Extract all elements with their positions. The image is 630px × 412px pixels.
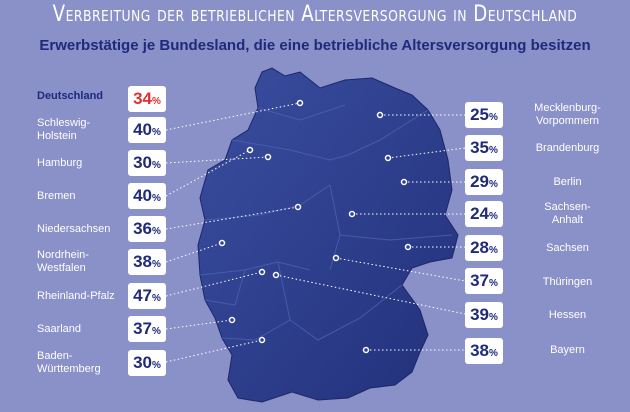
value-box-baden-wuerttemberg: 30% [128, 350, 166, 376]
value-box-thueringen: 37% [465, 268, 503, 294]
value-box-bayern: 38% [465, 338, 503, 364]
value-box-nordrhein-westfalen: 38% [128, 249, 166, 275]
germany-outline [197, 67, 459, 403]
value-box-deutschland: 34% [128, 86, 166, 112]
state-label-saarland: Saarland [37, 323, 82, 335]
value-box-sachsen-anhalt: 24% [465, 201, 503, 227]
state-label-bayern: Bayern [550, 344, 585, 356]
value-box-schleswig-holstein: 40% [128, 117, 166, 143]
value-box-hamburg: 30% [128, 150, 166, 176]
page-title: Verbreitung der betrieblichen Altersvers… [52, 2, 578, 27]
value-box-rheinland-pfalz: 47% [128, 283, 166, 309]
value-box-mecklenburg-vorpommern: 25% [465, 102, 503, 128]
value-box-brandenburg: 35% [465, 135, 503, 161]
state-label-hamburg: Hamburg [37, 157, 83, 169]
value-box-saarland: 37% [128, 316, 166, 342]
value-box-niedersachsen: 36% [128, 216, 166, 242]
state-label-rheinland-pfalz: Rheinland-Pfalz [37, 290, 115, 302]
value-box-berlin: 29% [465, 169, 503, 195]
state-label-hessen: Hessen [548, 309, 587, 321]
state-label-bremen: Bremen [37, 190, 76, 202]
state-label-brandenburg: Brandenburg [535, 142, 600, 154]
state-label-sachsen: Sachsen [546, 242, 589, 254]
state-label-berlin: Berlin [553, 176, 582, 188]
connector-lines [165, 102, 466, 363]
state-label-baden-wuerttemberg: Baden- Württemberg [37, 350, 101, 375]
value-box-hessen: 39% [465, 302, 503, 328]
state-label-deutschland: Deutschland [37, 90, 104, 102]
state-label-schleswig-holstein: Schleswig- Holstein [37, 117, 91, 142]
state-label-thueringen: Thüringen [542, 276, 593, 288]
state-label-mecklenburg-vorpommern: Mecklenburg- Vorpommern [534, 102, 601, 127]
page-subtitle: Erwerbstätige je Bundesland, die eine be… [39, 37, 591, 54]
state-label-nordrhein-westfalen: Nordrhein- Westfalen [37, 249, 89, 274]
state-label-niedersachsen: Niedersachsen [37, 223, 111, 235]
location-markers [218, 99, 412, 354]
state-label-sachsen-anhalt: Sachsen- Anhalt [544, 201, 591, 226]
value-box-bremen: 40% [128, 183, 166, 209]
value-box-sachsen: 28% [465, 235, 503, 261]
